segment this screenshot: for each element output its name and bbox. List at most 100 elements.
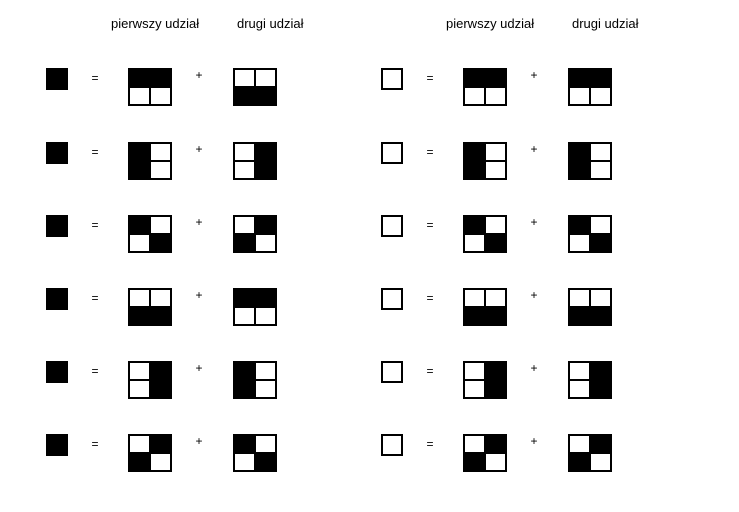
- subpixel-white: [256, 308, 275, 324]
- equals-sign: =: [91, 364, 99, 378]
- equals-sign: =: [426, 437, 434, 451]
- subpixel-white: [570, 88, 589, 104]
- subpixel-black: [486, 436, 505, 452]
- plus-sign: +: [195, 142, 203, 156]
- subpixel-white: [130, 88, 149, 104]
- first-share-pattern: [128, 142, 172, 180]
- subpixel-white: [256, 235, 275, 251]
- plus-sign: +: [195, 215, 203, 229]
- subpixel-black: [256, 217, 275, 233]
- equals-sign: =: [426, 291, 434, 305]
- subpixel-white: [570, 235, 589, 251]
- subpixel-black: [465, 308, 484, 324]
- subpixel-black: [591, 436, 610, 452]
- subpixel-black: [130, 162, 149, 178]
- plus-sign: +: [530, 68, 538, 82]
- source-pixel-white: [381, 215, 403, 237]
- subpixel-white: [256, 381, 275, 397]
- subpixel-white: [486, 88, 505, 104]
- subpixel-white: [465, 88, 484, 104]
- subpixel-white: [151, 144, 170, 160]
- subpixel-white: [235, 308, 254, 324]
- second-share-pattern: [568, 215, 612, 253]
- subpixel-black: [465, 162, 484, 178]
- subpixel-black: [465, 70, 484, 86]
- first-share-pattern: [128, 68, 172, 106]
- subpixel-white: [465, 381, 484, 397]
- subpixel-white: [130, 436, 149, 452]
- subpixel-white: [465, 290, 484, 306]
- subpixel-black: [256, 88, 275, 104]
- subpixel-white: [151, 88, 170, 104]
- first-share-pattern: [463, 215, 507, 253]
- subpixel-black: [570, 70, 589, 86]
- subpixel-white: [591, 162, 610, 178]
- subpixel-black: [465, 454, 484, 470]
- first-share-pattern: [463, 288, 507, 326]
- equals-sign: =: [91, 218, 99, 232]
- subpixel-white: [465, 436, 484, 452]
- first-share-pattern: [463, 142, 507, 180]
- subpixel-white: [130, 290, 149, 306]
- subpixel-black: [591, 363, 610, 379]
- equals-sign: =: [426, 71, 434, 85]
- subpixel-white: [591, 454, 610, 470]
- subpixel-black: [130, 308, 149, 324]
- subpixel-black: [486, 363, 505, 379]
- subpixel-white: [591, 144, 610, 160]
- subpixel-black: [235, 290, 254, 306]
- subpixel-black: [130, 144, 149, 160]
- second-share-header: drugi udział: [237, 16, 304, 31]
- subpixel-white: [151, 290, 170, 306]
- plus-sign: +: [530, 434, 538, 448]
- first-share-header: pierwszy udział: [111, 16, 200, 31]
- equals-sign: =: [91, 71, 99, 85]
- subpixel-white: [151, 454, 170, 470]
- subpixel-white: [591, 290, 610, 306]
- subpixel-white: [570, 363, 589, 379]
- subpixel-white: [465, 363, 484, 379]
- subpixel-black: [486, 235, 505, 251]
- subpixel-white: [486, 290, 505, 306]
- subpixel-black: [151, 308, 170, 324]
- plus-sign: +: [530, 215, 538, 229]
- subpixel-white: [235, 162, 254, 178]
- subpixel-black: [570, 162, 589, 178]
- subpixel-white: [486, 144, 505, 160]
- subpixel-white: [130, 363, 149, 379]
- subpixel-black: [151, 70, 170, 86]
- subpixel-black: [256, 162, 275, 178]
- plus-sign: +: [195, 361, 203, 375]
- source-pixel-black: [46, 68, 68, 90]
- subpixel-white: [486, 454, 505, 470]
- first-share-pattern: [128, 288, 172, 326]
- source-pixel-white: [381, 288, 403, 310]
- subpixel-black: [235, 235, 254, 251]
- subpixel-black: [256, 454, 275, 470]
- subpixel-black: [570, 308, 589, 324]
- equals-sign: =: [91, 437, 99, 451]
- subpixel-white: [465, 235, 484, 251]
- source-pixel-black: [46, 215, 68, 237]
- equals-sign: =: [91, 291, 99, 305]
- subpixel-white: [130, 381, 149, 397]
- subpixel-white: [570, 436, 589, 452]
- subpixel-black: [591, 70, 610, 86]
- second-share-pattern: [233, 361, 277, 399]
- source-pixel-white: [381, 361, 403, 383]
- subpixel-white: [235, 144, 254, 160]
- second-share-pattern: [568, 142, 612, 180]
- second-share-pattern: [233, 215, 277, 253]
- second-share-pattern: [568, 361, 612, 399]
- plus-sign: +: [530, 361, 538, 375]
- subpixel-black: [235, 363, 254, 379]
- plus-sign: +: [195, 68, 203, 82]
- subpixel-black: [130, 454, 149, 470]
- plus-sign: +: [195, 434, 203, 448]
- subpixel-white: [235, 70, 254, 86]
- source-pixel-white: [381, 142, 403, 164]
- subpixel-white: [570, 290, 589, 306]
- subpixel-black: [130, 217, 149, 233]
- first-share-pattern: [463, 361, 507, 399]
- subpixel-black: [235, 436, 254, 452]
